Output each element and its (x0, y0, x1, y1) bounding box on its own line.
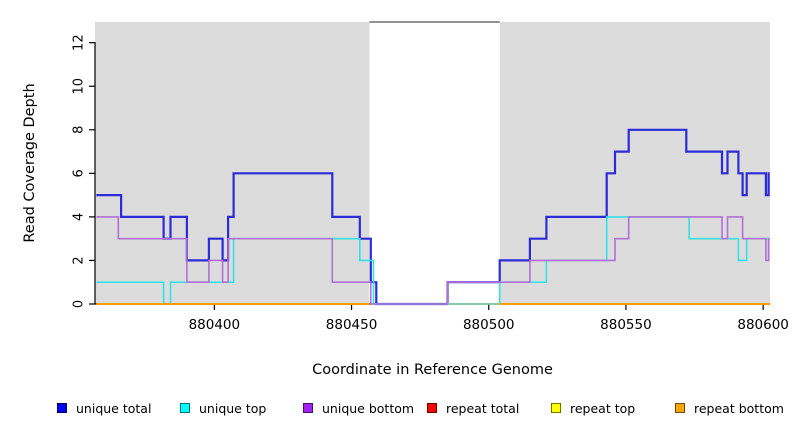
shaded-region (499, 22, 770, 304)
legend-item-repeat-bottom: repeat bottom (675, 399, 784, 417)
series-unique-bottom-line (96, 216, 770, 305)
legend-label: unique total (76, 400, 152, 416)
legend-label: unique top (199, 400, 267, 416)
legend-item-repeat-total: repeat total (427, 399, 519, 417)
x-axis-title: Coordinate in Reference Genome (312, 362, 553, 378)
legend-item-unique-total: unique total (57, 399, 151, 417)
y-axis-title: Read Coverage Depth (22, 83, 38, 243)
legend-label: repeat top (570, 400, 636, 416)
x-tick-label: 880450 (326, 317, 378, 333)
legend-swatch-icon (303, 403, 313, 413)
legend-item-unique-top: unique top (180, 399, 266, 417)
legend-swatch-icon (551, 403, 561, 413)
legend-label: unique bottom (322, 400, 415, 416)
x-tick-label: 880400 (189, 317, 241, 333)
legend-item-unique-bottom: unique bottom (303, 399, 414, 417)
series-unique-total-line (96, 128, 770, 306)
legend-label: repeat total (446, 400, 520, 416)
legend-swatch-icon (675, 403, 685, 413)
legend-swatch-icon (427, 403, 437, 413)
x-tick-label: 880550 (600, 317, 652, 333)
y-tick-label: 2 (72, 256, 87, 264)
series-unique-top-line (96, 216, 770, 305)
y-tick-label: 6 (72, 169, 87, 177)
x-tick-label: 880600 (737, 317, 789, 333)
legend-item-repeat-top: repeat top (551, 399, 635, 417)
legend-label: repeat bottom (694, 400, 784, 416)
y-tick-label: 12 (72, 34, 87, 51)
shaded-region (95, 22, 370, 304)
chart-legend: unique total unique top unique bottom repea… (0, 399, 792, 419)
y-tick-label: 8 (72, 126, 87, 134)
y-tick-label: 0 (72, 300, 87, 308)
legend-swatch-icon (180, 403, 190, 413)
coverage-chart: 0 2 4 6 8 10 12 880400 880450 880500 880550 880600 (72, 21, 789, 333)
legend-swatch-icon (57, 403, 67, 413)
x-tick-label: 880500 (463, 317, 515, 333)
y-tick-label: 4 (72, 213, 87, 221)
y-tick-label: 10 (72, 78, 87, 95)
